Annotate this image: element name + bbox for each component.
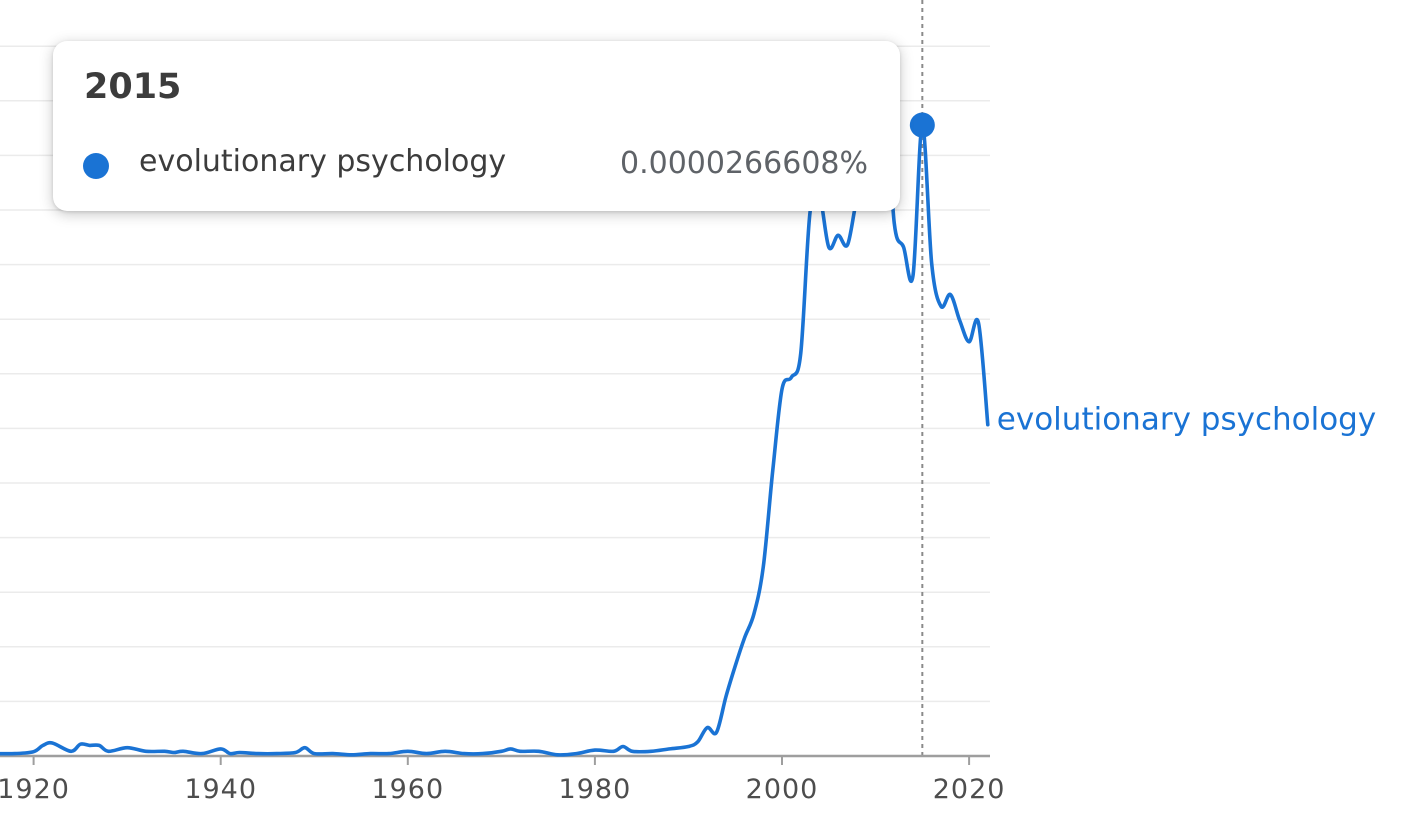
x-tick-label: 1940 [184, 774, 257, 805]
tooltip-year: 2015 [84, 67, 182, 107]
x-tick-label: 2000 [746, 774, 819, 805]
tooltip-series-name: evolutionary psychology [139, 144, 507, 179]
x-tick-label: 2020 [933, 774, 1006, 805]
x-tick-label: 1920 [0, 774, 70, 805]
tooltip-series-value: 0.0000266608% [620, 146, 868, 181]
x-tick-label: 1980 [559, 774, 632, 805]
tooltip-series-dot-icon [83, 153, 109, 179]
hover-tooltip: 2015 evolutionary psychology 0.000026660… [53, 41, 900, 211]
series-end-label[interactable]: evolutionary psychology [997, 402, 1376, 438]
highlight-point[interactable] [909, 112, 935, 138]
x-tick-label: 1960 [371, 774, 444, 805]
x-axis-ticks: 1920 1940 1960 1980 2000 2020 [0, 756, 1006, 805]
